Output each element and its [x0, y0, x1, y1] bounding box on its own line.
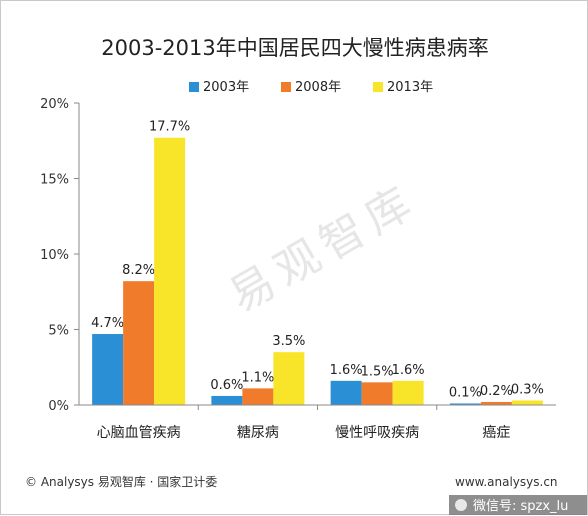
y-tick-label: 10%	[40, 248, 69, 263]
data-label: 17.7%	[149, 120, 190, 135]
legend-swatch	[189, 82, 199, 92]
footer-wechat: 微信号: spzx_lu	[473, 499, 568, 514]
data-label: 1.5%	[361, 364, 394, 379]
y-tick-label: 15%	[40, 173, 69, 188]
legend-swatch	[281, 82, 291, 92]
data-label: 1.6%	[330, 363, 363, 378]
x-axis: 心脑血管疾病 糖尿病 慢性呼吸疾病 癌症	[79, 404, 556, 441]
data-label: 0.3%	[511, 382, 544, 397]
bar	[92, 334, 124, 405]
y-tick-label: 0%	[48, 399, 69, 414]
bar	[211, 395, 243, 405]
category-label: 心脑血管疾病	[97, 425, 181, 441]
bar	[392, 380, 424, 405]
footer-url: www.analysys.cn	[455, 475, 558, 489]
watermark-text: 易观智库	[221, 174, 427, 322]
category-label: 癌症	[482, 425, 510, 441]
data-label: 1.6%	[392, 363, 425, 378]
legend-label: 2003年	[203, 80, 249, 95]
data-label: 0.1%	[449, 385, 482, 400]
bar	[154, 137, 186, 406]
legend-swatch	[373, 82, 383, 92]
data-label: 4.7%	[91, 316, 124, 331]
footer-source: © Analysys 易观智库 · 国家卫计委	[25, 474, 217, 489]
chart-title: 2003-2013年中国居民四大慢性病患病率	[101, 36, 488, 60]
wechat-badge	[449, 495, 587, 515]
legend: 2003年 2008年 2013年	[189, 80, 433, 95]
y-tick-label: 20%	[40, 97, 69, 112]
bar	[242, 388, 274, 405]
category-label: 慢性呼吸疾病	[335, 424, 419, 441]
bar	[449, 403, 481, 405]
wechat-icon	[455, 499, 467, 511]
bar	[123, 281, 155, 405]
category-label: 糖尿病	[237, 425, 279, 441]
bar	[480, 401, 512, 405]
bars-group: 4.7% 8.2% 17.7% 0.6%1.1% 3.5% 1.6%1.5%1.6% 0.1…	[91, 120, 544, 406]
bar	[273, 352, 305, 405]
data-label: 8.2%	[122, 263, 155, 278]
y-axis: 0% 5% 10% 15% 20%	[40, 97, 80, 414]
bar	[511, 400, 543, 405]
legend-label: 2008年	[295, 80, 341, 95]
y-tick-label: 5%	[48, 324, 69, 339]
legend-label: 2013年	[387, 80, 433, 95]
data-label: 1.1%	[241, 370, 274, 385]
data-label: 0.6%	[210, 378, 243, 393]
data-label: 0.2%	[480, 384, 513, 399]
bar	[330, 380, 362, 405]
data-label: 3.5%	[272, 334, 305, 349]
bar	[361, 382, 393, 405]
